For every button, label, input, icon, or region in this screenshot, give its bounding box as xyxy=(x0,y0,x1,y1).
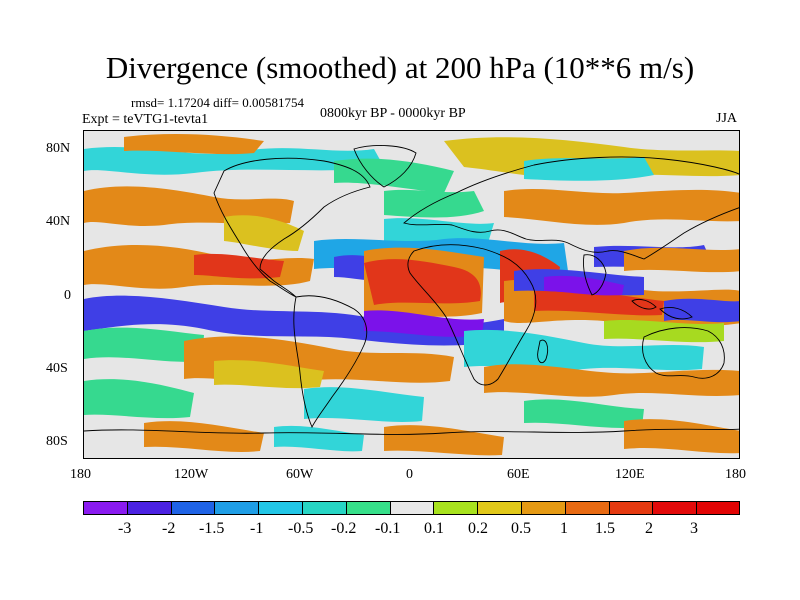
colorbar-label: -2 xyxy=(162,520,176,537)
colorbar-box xyxy=(126,501,172,515)
field-patch xyxy=(364,259,481,305)
colorbar-label: 2 xyxy=(645,520,653,537)
field-patch xyxy=(384,425,504,456)
field-patch xyxy=(224,215,304,251)
lat-label: 80N xyxy=(46,141,71,156)
field-patch xyxy=(504,189,739,225)
coast-eurasia xyxy=(403,156,739,260)
field-patch xyxy=(84,327,204,362)
lon-label: 180 xyxy=(725,467,746,482)
colorbar-box xyxy=(652,501,698,515)
colorbar-label: 0.5 xyxy=(511,520,531,537)
colorbar-box xyxy=(345,501,391,515)
period-label: 0800kyr BP - 0000kyr BP xyxy=(320,106,466,121)
colorbar xyxy=(83,501,740,515)
field-patch xyxy=(484,364,739,397)
coast-maritime-continent xyxy=(631,298,693,320)
map-svg xyxy=(84,131,739,458)
colorbar-box xyxy=(477,501,522,515)
field-patch xyxy=(194,253,284,279)
colorbar-box xyxy=(564,501,610,515)
lat-label: 0 xyxy=(64,288,71,303)
lon-label: 60E xyxy=(507,467,530,482)
coast-australia xyxy=(642,327,725,379)
colorbar-box xyxy=(696,501,740,515)
colorbar-label: -1.5 xyxy=(199,520,225,537)
colorbar-label: 1.5 xyxy=(595,520,615,537)
rmsd-diff-stats: rmsd= 1.17204 diff= 0.00581754 xyxy=(131,95,304,110)
lon-label: 60W xyxy=(286,467,314,482)
coast-india xyxy=(583,254,607,296)
lat-label: 40N xyxy=(46,214,71,229)
colorbar-box xyxy=(302,501,347,515)
coast-antarctica xyxy=(84,428,739,435)
field-patch xyxy=(364,310,484,337)
colorbar-box xyxy=(170,501,216,515)
plot-title: Divergence (smoothed) at 200 hPa (10**6 … xyxy=(105,50,695,85)
field-patch xyxy=(524,399,644,428)
field-patch xyxy=(624,247,739,273)
colorbar-box xyxy=(83,501,128,515)
field-patch xyxy=(214,360,324,389)
colorbar-label: -0.1 xyxy=(375,520,401,537)
colorbar-label: -0.2 xyxy=(331,520,357,537)
colorbar-box xyxy=(433,501,479,515)
colorbar-box xyxy=(258,501,303,515)
colorbar-label: 0.1 xyxy=(424,520,444,537)
colorbar-box xyxy=(608,501,654,515)
lon-label: 0 xyxy=(406,467,413,482)
lon-label: 180 xyxy=(70,467,91,482)
colorbar-label: -0.5 xyxy=(288,520,314,537)
field-patch xyxy=(544,275,624,296)
divergence-map xyxy=(83,130,740,459)
colorbar-label: -1 xyxy=(250,520,264,537)
colorbar-label: 3 xyxy=(690,520,698,537)
coast-north-america xyxy=(213,157,371,298)
field-patch xyxy=(664,298,739,323)
lon-label: 120W xyxy=(174,467,209,482)
coastlines xyxy=(84,145,739,435)
field-patch xyxy=(304,387,424,422)
colorbar-label: -3 xyxy=(118,520,132,537)
coast-south-america xyxy=(293,295,368,429)
season-label: JJA xyxy=(716,111,738,126)
experiment-label: Expt = teVTG1-tevta1 xyxy=(82,112,209,127)
lon-label: 120E xyxy=(615,467,645,482)
field-patch xyxy=(124,134,264,155)
colorbar-label: 1 xyxy=(560,520,568,537)
lat-label: 40S xyxy=(46,361,68,376)
field-patch xyxy=(534,289,664,316)
field-patch xyxy=(84,147,384,175)
field-patch xyxy=(624,419,739,454)
field-patch xyxy=(144,421,264,452)
field-patch xyxy=(604,320,724,343)
colorbar-label: 0.2 xyxy=(468,520,488,537)
colorbar-box xyxy=(214,501,260,515)
colorbar-box xyxy=(521,501,566,515)
coast-greenland xyxy=(353,145,417,188)
lat-label: 80S xyxy=(46,434,68,449)
field-patch xyxy=(384,189,484,218)
field-patch xyxy=(464,329,704,371)
colorbar-box xyxy=(389,501,435,515)
field-patch xyxy=(84,379,194,419)
coast-madagascar xyxy=(537,339,549,364)
field-patch xyxy=(524,157,654,181)
coast-africa xyxy=(407,244,537,386)
